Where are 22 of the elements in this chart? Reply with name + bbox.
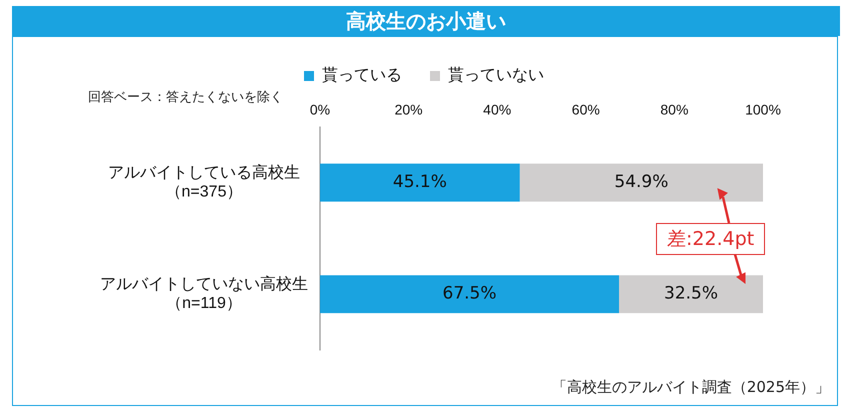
x-tick-label: 20% <box>394 101 423 118</box>
chart-title: 高校生のお小遣い <box>12 6 840 36</box>
x-tick-label: 40% <box>483 101 512 118</box>
data-label: 54.9% <box>614 172 668 192</box>
bar <box>520 164 763 202</box>
x-tick-label: 60% <box>572 101 600 118</box>
bar <box>320 275 620 314</box>
annotation: 差:22.4pt <box>656 222 766 255</box>
bar <box>320 164 520 202</box>
y-tick-label: アルバイトしている高校生（n=375） <box>108 163 300 201</box>
data-label: 67.5% <box>442 284 497 304</box>
data-label: 32.5% <box>664 284 718 304</box>
text: 回答ベース：答えたくないを除く <box>88 89 283 106</box>
legend-label: 貰っていない <box>448 65 544 84</box>
x-tick-label: 80% <box>660 101 688 118</box>
x-tick-label: 0% <box>310 101 330 118</box>
text: 「高校生のアルバイト調査（2025年）」 <box>552 378 830 397</box>
bar <box>619 275 763 314</box>
legend-label: 貰っている <box>322 65 402 84</box>
data-label: 45.1% <box>392 172 447 192</box>
y-tick-label: アルバイトしていない高校生（n=119） <box>100 275 308 312</box>
x-tick-label: 100% <box>745 101 781 118</box>
